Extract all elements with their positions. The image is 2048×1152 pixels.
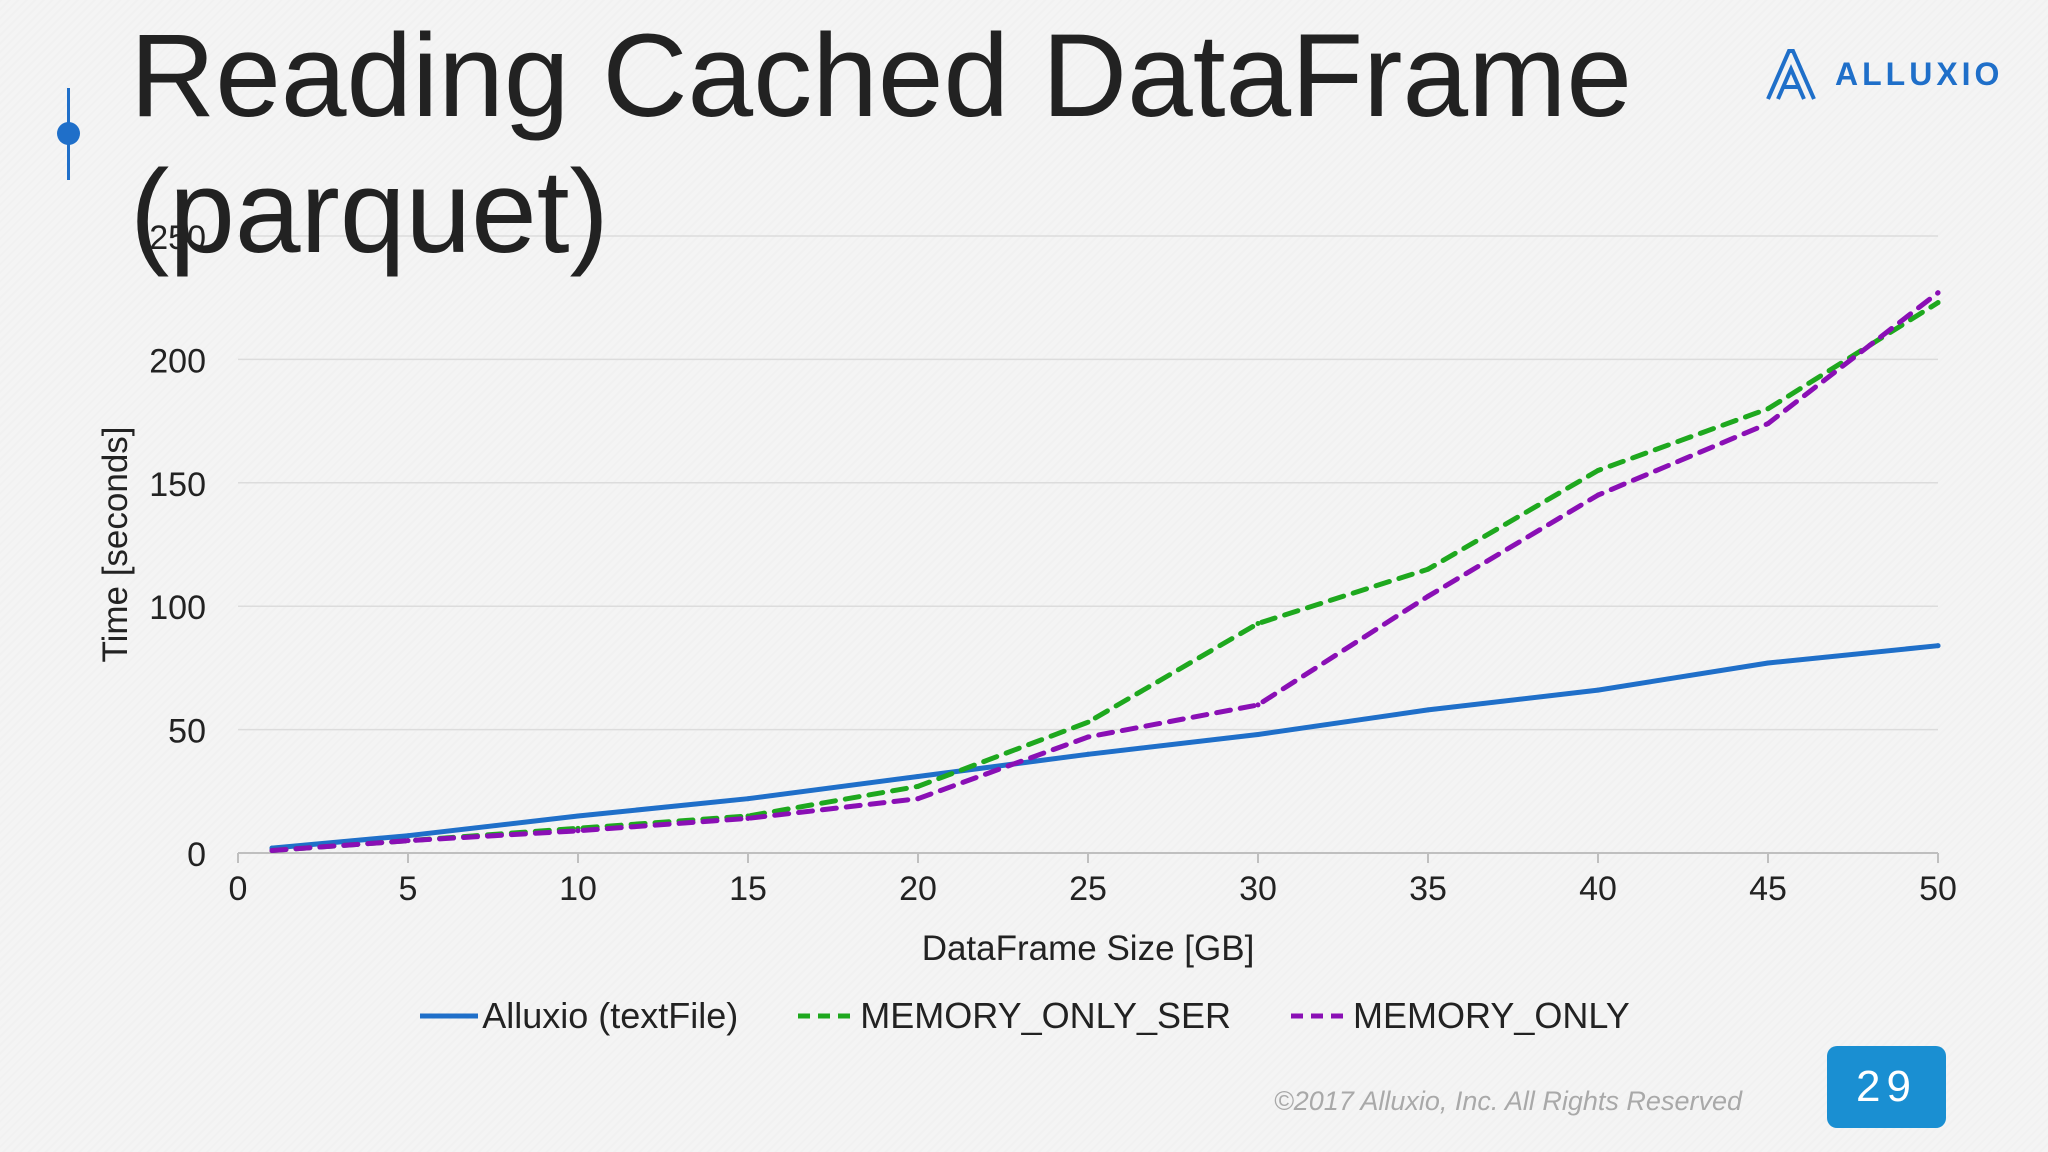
data-point bbox=[405, 838, 411, 844]
alluxio-logo-icon bbox=[1766, 49, 1816, 100]
logo-text: ALLUXIO bbox=[1835, 55, 2004, 92]
data-point bbox=[745, 796, 751, 802]
legend-swatch bbox=[420, 1013, 479, 1019]
y-axis-label: Time [seconds] bbox=[96, 426, 135, 662]
x-tick-label: 5 bbox=[399, 870, 418, 908]
x-tick-label: 50 bbox=[1919, 870, 1957, 908]
legend-swatch bbox=[1291, 1013, 1350, 1019]
legend-label: Alluxio (textFile) bbox=[482, 995, 739, 1036]
x-tick-label: 45 bbox=[1749, 870, 1787, 908]
x-axis-label: DataFrame Size [GB] bbox=[922, 929, 1255, 968]
x-tick-label: 20 bbox=[899, 870, 937, 908]
x-tick-label: 25 bbox=[1069, 870, 1107, 908]
data-point bbox=[1085, 734, 1091, 740]
y-tick-label: 150 bbox=[149, 466, 206, 504]
data-point bbox=[1935, 300, 1941, 306]
legend-item: Alluxio (textFile) bbox=[418, 995, 738, 1037]
x-tick-label: 30 bbox=[1239, 870, 1277, 908]
data-point bbox=[1595, 687, 1601, 693]
legend-label: MEMORY_ONLY_SER bbox=[860, 995, 1232, 1036]
data-point bbox=[405, 833, 411, 839]
data-point bbox=[1255, 702, 1261, 708]
data-point bbox=[1765, 660, 1771, 666]
x-tick-label: 0 bbox=[229, 870, 248, 908]
x-tick-label: 40 bbox=[1579, 870, 1617, 908]
page-number-badge: 29 bbox=[1827, 1046, 1946, 1128]
data-point bbox=[1255, 620, 1261, 626]
data-point bbox=[1595, 467, 1601, 473]
legend-item: MEMORY_ONLY bbox=[1289, 995, 1630, 1037]
series-line-2 bbox=[269, 290, 1941, 853]
alluxio-logo: ALLUXIO bbox=[1765, 44, 2003, 104]
legend-label: MEMORY_ONLY bbox=[1353, 995, 1630, 1036]
x-tick-label: 35 bbox=[1409, 870, 1447, 908]
data-point bbox=[915, 796, 921, 802]
legend-swatch bbox=[798, 1013, 857, 1019]
x-tick-label: 10 bbox=[559, 870, 597, 908]
y-tick-label: 50 bbox=[168, 713, 206, 751]
slide-title: Reading Cached DataFrame (parquet) bbox=[130, 10, 1633, 278]
y-tick-label: 0 bbox=[187, 836, 206, 874]
data-point bbox=[269, 848, 275, 854]
series-line-1 bbox=[269, 300, 1941, 853]
data-point bbox=[1085, 719, 1091, 725]
data-point bbox=[575, 828, 581, 834]
title-accent-dot bbox=[57, 122, 80, 145]
data-point bbox=[1255, 732, 1261, 738]
chart-legend: Alluxio (textFile) MEMORY_ONLY_SER MEMORY_… bbox=[0, 995, 2048, 1037]
data-point bbox=[1085, 751, 1091, 757]
data-point bbox=[1425, 593, 1431, 599]
data-point bbox=[1765, 421, 1771, 427]
series-line-0 bbox=[269, 643, 1941, 851]
data-point bbox=[1935, 290, 1941, 296]
data-point bbox=[575, 813, 581, 819]
copyright-footer: ©2017 Alluxio, Inc. All Rights Reserved bbox=[1273, 1086, 1742, 1116]
data-point bbox=[915, 773, 921, 779]
data-point bbox=[1425, 707, 1431, 713]
data-point bbox=[1425, 566, 1431, 572]
x-tick-label: 15 bbox=[729, 870, 767, 908]
data-point bbox=[1765, 406, 1771, 412]
data-point bbox=[745, 815, 751, 821]
legend-item: MEMORY_ONLY_SER bbox=[796, 995, 1231, 1037]
y-tick-label: 200 bbox=[149, 342, 206, 380]
data-point bbox=[915, 783, 921, 789]
y-tick-label: 100 bbox=[149, 589, 206, 627]
y-tick-label: 250 bbox=[149, 219, 206, 257]
data-point bbox=[1935, 643, 1941, 649]
data-point bbox=[1595, 492, 1601, 498]
